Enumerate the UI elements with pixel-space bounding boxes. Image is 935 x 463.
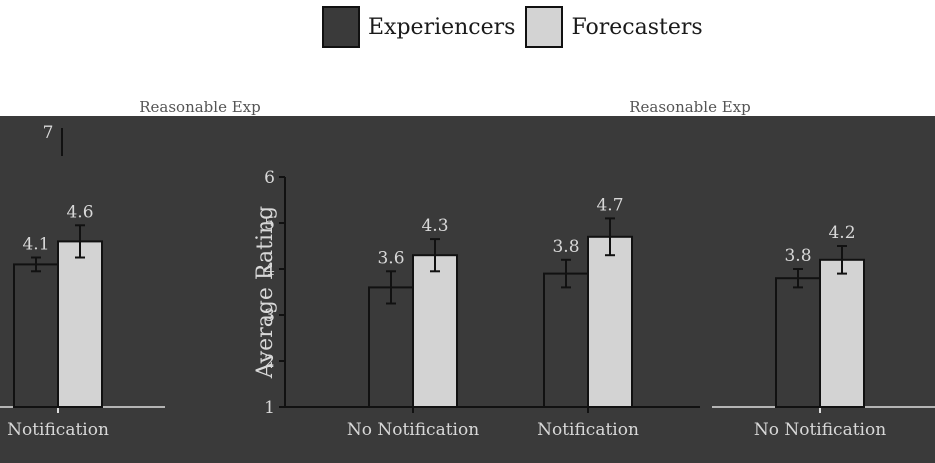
legend-item-experiencers: Experiencers: [322, 6, 515, 48]
y-tick-label: 2: [264, 352, 275, 372]
y-tick-label: 6: [264, 168, 275, 188]
y-tick-label: 5: [264, 214, 275, 234]
legend-item-forecasters: Forecasters: [525, 6, 703, 48]
x-tick-label: Notification: [537, 420, 639, 440]
bar-experiencers-1: [368, 286, 414, 408]
bar-forecasters-3: [819, 258, 865, 408]
data-label: 3.6: [377, 248, 404, 268]
legend: Experiencers Forecasters: [322, 6, 707, 48]
stray-label: Reasonable Exp: [139, 98, 261, 116]
data-label: 4.1: [22, 235, 49, 255]
legend-swatch-forecasters: [525, 6, 564, 48]
bar-forecasters-0: [57, 240, 103, 408]
stray-label: 7: [43, 123, 54, 143]
y-tick-label: 4: [264, 260, 275, 280]
y-axis-label: Average Rating: [253, 206, 278, 380]
legend-swatch-experiencers: [322, 6, 360, 48]
stray-label: Reasonable Exp: [629, 98, 751, 116]
x-tick-label: No Notification: [347, 420, 479, 440]
legend-label-experiencers: Experiencers: [368, 14, 516, 40]
y-tick-label: 1: [264, 398, 275, 418]
bar-experiencers-0: [13, 263, 59, 408]
x-tick-label: Notification: [7, 420, 109, 440]
data-label: 4.3: [421, 216, 448, 236]
data-label: 4.6: [66, 202, 93, 222]
bar-forecasters-1: [412, 254, 458, 408]
data-label: 4.7: [596, 195, 623, 215]
bar-experiencers-3: [775, 277, 821, 409]
data-label: 3.8: [552, 237, 579, 257]
bar-forecasters-2: [587, 235, 633, 408]
x-tick-label: No Notification: [754, 420, 886, 440]
y-tick-label: 3: [264, 306, 275, 326]
data-label: 3.8: [784, 246, 811, 266]
legend-label-forecasters: Forecasters: [571, 14, 703, 40]
data-label: 4.2: [828, 223, 855, 243]
bar-experiencers-2: [543, 272, 589, 408]
